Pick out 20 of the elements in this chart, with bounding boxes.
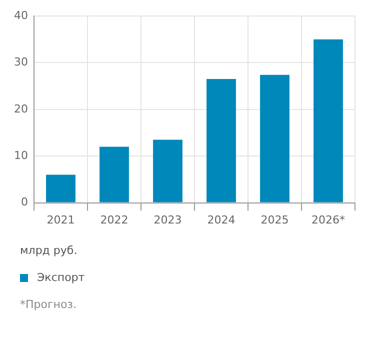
x-tick-label: 2025 <box>260 213 289 226</box>
legend-label: Экспорт <box>37 271 85 284</box>
x-tick-label: 2024 <box>207 213 236 226</box>
bar <box>153 140 182 202</box>
y-tick-label: 30 <box>14 56 28 69</box>
x-tick-label: 2021 <box>46 213 75 226</box>
x-tick-label: 2022 <box>100 213 128 226</box>
y-tick-label: 40 <box>14 8 28 22</box>
bar <box>46 174 76 202</box>
y-tick-label: 10 <box>14 148 28 162</box>
text: *Прогноз. <box>20 298 77 311</box>
x-tick-label: 2026* <box>312 213 346 226</box>
y-axis-title: млрд руб. <box>20 244 78 257</box>
bar <box>206 79 236 202</box>
x-tick-label: 2023 <box>154 213 182 226</box>
bar <box>260 74 290 202</box>
bar <box>314 39 343 202</box>
y-tick-label: 20 <box>14 102 28 116</box>
bar <box>100 146 129 202</box>
y-tick-label: 0 <box>20 196 28 209</box>
